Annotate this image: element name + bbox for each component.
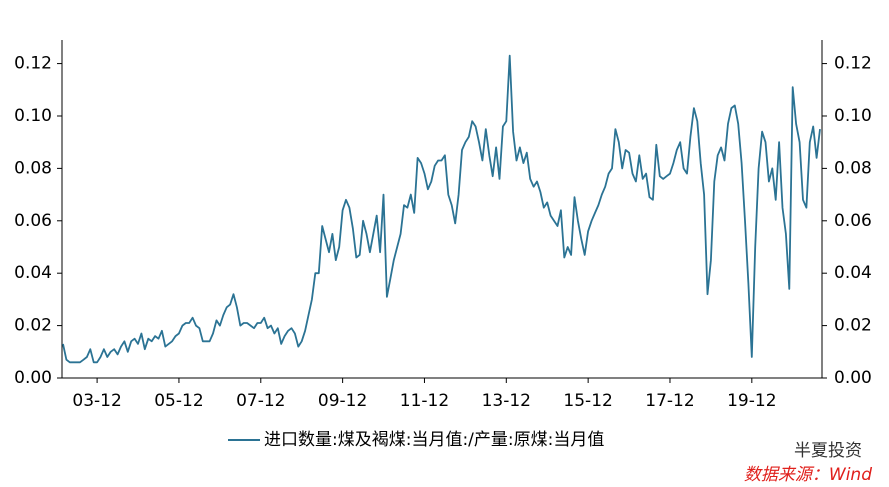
y2-tick-label: 0.10 <box>834 106 872 126</box>
legend-label: 进口数量:煤及褐煤:当月值:/产量:原煤:当月值 <box>264 430 604 450</box>
x-tick-label: 05-12 <box>154 391 203 411</box>
y2-tick-label: 0.08 <box>834 158 872 178</box>
x-tick-label: 13-12 <box>482 391 531 411</box>
y2-tick-label: 0.12 <box>834 54 872 74</box>
data-line <box>62 54 821 364</box>
x-tick-label: 17-12 <box>645 391 694 411</box>
y2-tick-label: 0.00 <box>834 368 872 388</box>
y2-tick-label: 0.04 <box>834 263 872 283</box>
watermark: 半夏投资 <box>794 441 862 461</box>
y2-tick-label: 0.06 <box>834 211 872 231</box>
y-tick-label: 0.02 <box>14 316 52 336</box>
source-note: 数据来源：Wind <box>744 465 872 485</box>
y-tick-label: 0.12 <box>14 54 52 74</box>
y-tick-label: 0.04 <box>14 263 52 283</box>
y2-tick-label: 0.02 <box>834 316 872 336</box>
y-tick-label: 0.00 <box>14 368 52 388</box>
y-tick-label: 0.06 <box>14 211 52 231</box>
y-tick-label: 0.10 <box>14 106 52 126</box>
x-tick-label: 15-12 <box>563 391 612 411</box>
x-tick-label: 03-12 <box>72 391 121 411</box>
x-tick-label: 07-12 <box>236 391 285 411</box>
y-tick-label: 0.08 <box>14 158 52 178</box>
x-tick-label: 19-12 <box>727 391 776 411</box>
x-tick-label: 09-12 <box>318 391 367 411</box>
x-tick-label: 11-12 <box>400 391 449 411</box>
